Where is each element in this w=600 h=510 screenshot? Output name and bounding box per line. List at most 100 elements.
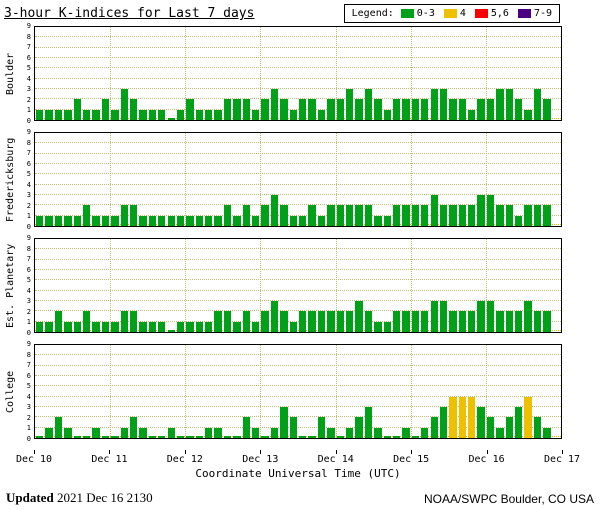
h-gridline <box>35 214 561 216</box>
k-bar <box>242 311 251 332</box>
k-bar <box>280 407 288 438</box>
x-tick-label: Dec 11 <box>91 454 128 465</box>
k-bar <box>129 99 138 120</box>
y-tick-label: 6 <box>26 53 31 62</box>
x-tick <box>34 450 35 454</box>
k-bar <box>402 311 410 332</box>
k-bar <box>158 109 166 120</box>
k-bar <box>45 215 53 226</box>
x-tick <box>184 450 186 454</box>
k-bar <box>374 215 382 226</box>
k-bar <box>327 311 335 332</box>
k-bar <box>439 301 448 332</box>
k-bar <box>486 301 495 332</box>
h-gridline <box>35 269 561 270</box>
h-gridline <box>35 375 561 376</box>
k-bar <box>252 109 260 120</box>
k-bar <box>317 311 326 332</box>
y-tick-label: 7 <box>26 149 31 158</box>
y-tick-label: 4 <box>26 286 31 295</box>
y-tick-label: 5 <box>26 170 31 179</box>
k-bar <box>167 330 175 332</box>
k-bar <box>458 396 467 438</box>
station-label: Est. Planetary <box>5 243 16 328</box>
k-bar <box>421 205 429 226</box>
k-bar <box>533 311 542 332</box>
v-gridline <box>185 133 187 226</box>
k-bar <box>64 215 72 226</box>
v-gridline <box>185 345 187 438</box>
h-gridline <box>35 152 561 154</box>
k-bar <box>477 407 485 438</box>
legend-swatch <box>474 9 488 18</box>
v-gridline <box>110 133 112 226</box>
k-bar <box>73 436 81 438</box>
k-bar <box>543 311 551 332</box>
k-bar <box>336 205 344 226</box>
k-bar <box>317 109 326 120</box>
y-tick-label: 0 <box>26 435 31 443</box>
panels-container: Boulder 0 1 2 3 4 5 6 7 8 9 Fredericksburg 0 1 2 3 4 5 6 7 8… <box>4 22 600 443</box>
k-bar <box>129 311 138 332</box>
k-bar <box>233 215 241 226</box>
x-tick <box>335 450 337 454</box>
k-bar <box>233 436 241 438</box>
v-gridline <box>410 345 412 438</box>
k-bar <box>252 215 260 226</box>
k-bar <box>233 99 241 120</box>
k-bar <box>336 311 344 332</box>
k-bar <box>383 109 391 120</box>
y-tick-label: 3 <box>26 403 31 412</box>
k-bar <box>111 215 119 226</box>
k-bar <box>533 417 542 438</box>
h-gridline <box>35 194 561 195</box>
k-bar <box>364 311 373 332</box>
k-bar <box>214 109 222 120</box>
h-gridline <box>35 354 561 356</box>
k-bar <box>345 311 354 332</box>
k-bar <box>505 89 514 120</box>
k-bar <box>486 99 495 120</box>
y-tick-label: 1 <box>26 318 31 327</box>
h-gridline <box>35 88 561 89</box>
y-tick-label: 9 <box>26 234 31 242</box>
k-bar <box>186 99 194 120</box>
k-bar <box>270 195 279 226</box>
k-bar <box>430 89 438 120</box>
k-bar <box>308 99 316 120</box>
v-gridline <box>410 27 412 120</box>
k-bar <box>242 417 251 438</box>
k-bar <box>543 427 551 438</box>
k-bar <box>139 215 147 226</box>
k-bar <box>45 427 53 438</box>
k-bar <box>280 99 288 120</box>
v-gridline <box>260 345 262 438</box>
k-bar <box>336 436 344 438</box>
k-bar <box>261 99 269 120</box>
k-bar <box>129 417 138 438</box>
v-gridline <box>260 133 262 226</box>
k-bar <box>101 436 110 438</box>
k-bar <box>411 311 420 332</box>
x-tick <box>109 450 111 454</box>
k-bar <box>515 99 523 120</box>
panel-college: College 0 1 2 3 4 5 6 7 8 9 <box>4 340 562 443</box>
k-bar <box>496 89 504 120</box>
k-bar <box>92 321 100 332</box>
k-bar <box>195 109 204 120</box>
v-gridline <box>485 27 487 120</box>
k-bar <box>449 205 457 226</box>
k-bar <box>261 205 269 226</box>
y-tick-label: 3 <box>26 191 31 200</box>
k-bar <box>468 109 476 120</box>
k-bar <box>289 321 297 332</box>
k-bar <box>392 99 401 120</box>
k-bar <box>533 89 542 120</box>
k-bar <box>214 311 222 332</box>
y-tick-label: 9 <box>26 340 31 348</box>
legend-label: Legend: <box>351 8 394 19</box>
